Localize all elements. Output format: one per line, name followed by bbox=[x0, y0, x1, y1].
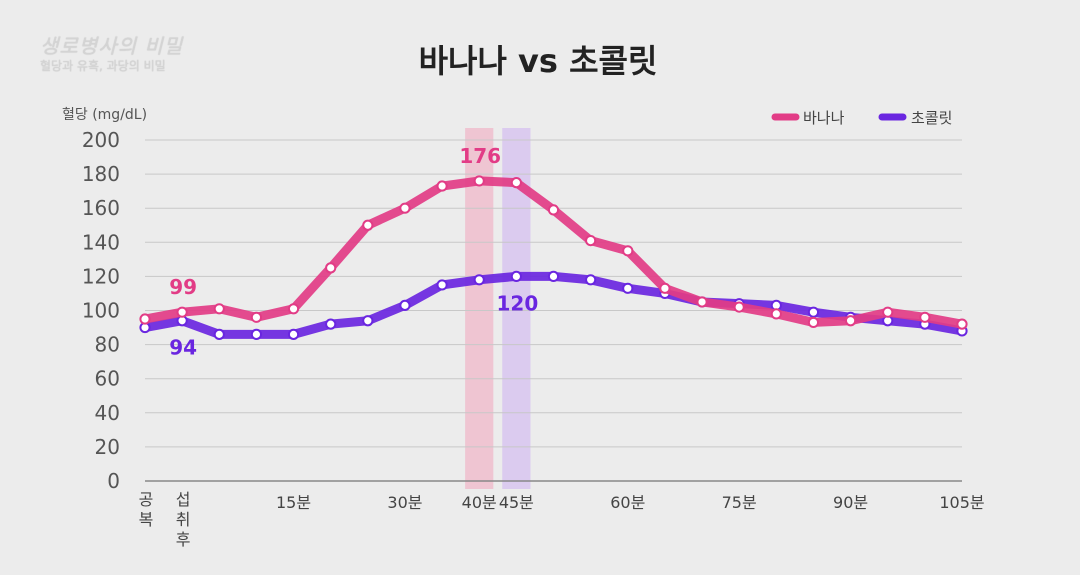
y-axis-ticks: 0 20 40 60 80 100 120 140 160 180 200 bbox=[82, 128, 120, 493]
y-tick-label-20: 20 bbox=[95, 435, 120, 459]
data-point-0-6 bbox=[362, 219, 374, 231]
x-tick-label-9: 105분 bbox=[939, 493, 984, 512]
data-point-1-7 bbox=[399, 299, 411, 311]
highlight-band-0 bbox=[465, 128, 494, 489]
data-point-1-12 bbox=[585, 274, 597, 286]
data-point-1-5 bbox=[325, 318, 337, 330]
y-tick-label-100: 100 bbox=[82, 299, 120, 323]
y-tick-label-0: 0 bbox=[107, 469, 120, 493]
data-annotations: 99 94 176 120 bbox=[169, 144, 538, 360]
legend-label-banana: 바나나 bbox=[803, 109, 845, 127]
data-label-0: 99 bbox=[169, 275, 197, 299]
data-point-0-15 bbox=[696, 296, 708, 308]
data-point-0-5 bbox=[325, 262, 337, 274]
data-point-1-4 bbox=[287, 328, 300, 340]
data-point-0-4 bbox=[287, 303, 300, 315]
data-point-1-13 bbox=[622, 282, 634, 294]
data-point-1-9 bbox=[473, 274, 485, 286]
data-point-0-18 bbox=[807, 316, 820, 329]
data-point-0-16 bbox=[733, 301, 745, 313]
y-tick-label-140: 140 bbox=[82, 230, 120, 254]
y-tick-label-160: 160 bbox=[82, 196, 120, 220]
x-tick-label-8: 90분 bbox=[833, 493, 868, 512]
y-tick-label-40: 40 bbox=[95, 401, 120, 425]
data-point-1-11 bbox=[547, 270, 560, 282]
data-point-0-19 bbox=[844, 315, 857, 327]
x-tick-label-5: 45분 bbox=[499, 493, 534, 512]
x-tick-label-4: 40분 bbox=[462, 493, 497, 512]
data-point-1-18 bbox=[807, 306, 820, 318]
data-point-1-10 bbox=[510, 270, 522, 282]
x-tick-label-7: 75분 bbox=[722, 493, 757, 512]
data-point-0-12 bbox=[585, 234, 597, 247]
data-label-3: 120 bbox=[496, 291, 538, 315]
y-axis-label: 혈당 (mg/dL) bbox=[62, 107, 147, 123]
data-point-1-3 bbox=[250, 328, 263, 340]
data-point-0-9 bbox=[473, 175, 485, 187]
data-point-0-17 bbox=[770, 308, 782, 320]
data-label-2: 176 bbox=[459, 144, 501, 168]
data-point-0-22 bbox=[956, 318, 968, 330]
y-tick-label-80: 80 bbox=[95, 333, 120, 357]
x-tick-label-6: 60분 bbox=[610, 493, 645, 512]
data-point-0-14 bbox=[659, 282, 671, 294]
legend-label-chocolate: 초콜릿 bbox=[911, 109, 952, 127]
legend: 바나나 초콜릿 bbox=[771, 109, 952, 127]
y-tick-label-60: 60 bbox=[95, 367, 120, 391]
data-point-0-3 bbox=[250, 311, 263, 323]
x-tick-label-3: 30분 bbox=[387, 493, 422, 512]
chart-title: 바나나 vs 초콜릿 bbox=[419, 42, 658, 80]
data-label-1: 94 bbox=[169, 336, 197, 360]
data-point-1-6 bbox=[362, 315, 374, 327]
data-point-0-0 bbox=[139, 313, 151, 325]
data-point-0-1 bbox=[176, 306, 188, 318]
series-line-0 bbox=[140, 176, 967, 329]
data-point-0-20 bbox=[882, 306, 894, 318]
data-point-0-13 bbox=[622, 245, 634, 257]
data-point-1-2 bbox=[213, 328, 225, 340]
series-lines bbox=[139, 175, 968, 340]
watermark-title: 생로병사의 비밀 bbox=[40, 34, 184, 58]
data-point-0-21 bbox=[919, 311, 931, 323]
data-point-1-8 bbox=[436, 279, 448, 291]
data-point-0-2 bbox=[213, 303, 225, 315]
data-point-0-11 bbox=[547, 204, 560, 216]
x-tick-label-2: 15분 bbox=[276, 493, 311, 512]
y-tick-label-180: 180 bbox=[82, 162, 120, 186]
x-axis-ticks: 공 복 섭 취 후 15분 30분 40분 45분 60분 75분 90분 105분 bbox=[139, 490, 985, 549]
data-point-0-7 bbox=[399, 202, 411, 214]
watermark-subtitle: 혈당과 유혹, 과당의 비밀 bbox=[40, 59, 166, 73]
data-point-0-8 bbox=[436, 180, 448, 192]
y-tick-label-120: 120 bbox=[82, 264, 120, 288]
data-point-0-10 bbox=[510, 177, 522, 189]
broadcast-watermark: 생로병사의 비밀 혈당과 유혹, 과당의 비밀 bbox=[40, 34, 183, 74]
y-tick-label-200: 200 bbox=[82, 128, 120, 152]
